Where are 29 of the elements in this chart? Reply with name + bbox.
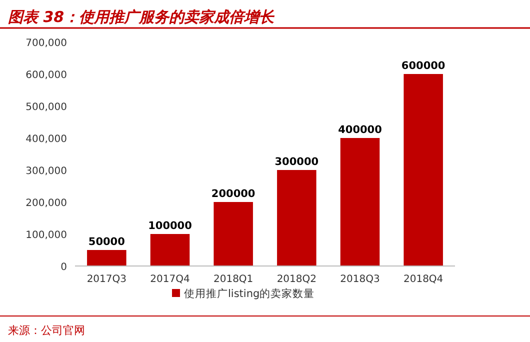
x-tick-label: 2018Q1 bbox=[213, 274, 254, 285]
data-label: 400000 bbox=[338, 124, 382, 136]
y-tick-label: 700,000 bbox=[26, 38, 67, 49]
y-tick-label: 600,000 bbox=[26, 70, 67, 81]
x-tick-label: 2018Q2 bbox=[276, 274, 317, 285]
legend-label: 使用推广listing的卖家数量 bbox=[184, 287, 315, 300]
x-tick-label: 2017Q4 bbox=[150, 274, 190, 285]
y-tick-label: 400,000 bbox=[26, 134, 67, 145]
y-tick-label: 200,000 bbox=[26, 198, 67, 209]
x-tick-label: 2017Q3 bbox=[86, 274, 127, 285]
bar bbox=[277, 170, 316, 266]
x-tick-label: 2018Q3 bbox=[340, 274, 380, 285]
source-note: 来源：公司官网 bbox=[8, 324, 85, 337]
bar bbox=[87, 250, 126, 266]
y-tick-label: 300,000 bbox=[26, 166, 67, 177]
data-label: 50000 bbox=[88, 236, 125, 248]
y-tick-label: 100,000 bbox=[26, 230, 67, 241]
bar bbox=[214, 202, 253, 266]
bar bbox=[404, 74, 443, 266]
bar bbox=[340, 138, 380, 266]
y-tick-label: 0 bbox=[60, 262, 67, 273]
bar bbox=[150, 234, 190, 266]
data-label: 100000 bbox=[148, 220, 192, 232]
y-tick-label: 500,000 bbox=[26, 102, 67, 113]
data-label: 200000 bbox=[211, 188, 256, 200]
data-label: 300000 bbox=[274, 156, 319, 168]
data-label: 600000 bbox=[401, 60, 446, 72]
x-tick-label: 2018Q4 bbox=[403, 274, 444, 285]
chart-title: 图表 38：使用推广服务的卖家成倍增长 bbox=[8, 8, 276, 26]
